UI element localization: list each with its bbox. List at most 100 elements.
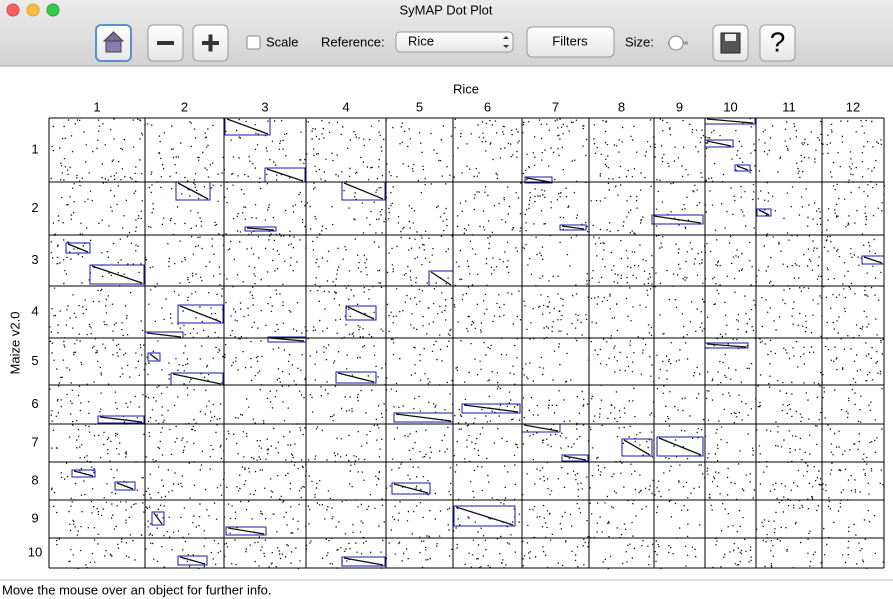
x-chromosome-label: 11 bbox=[782, 99, 796, 114]
synteny-block bbox=[621, 438, 653, 457]
synteny-diagonal bbox=[67, 243, 89, 253]
scale-label: Scale bbox=[266, 34, 299, 49]
synteny-block bbox=[65, 242, 91, 254]
plot-area bbox=[0, 67, 893, 580]
synteny-diagonal bbox=[343, 557, 384, 566]
synteny-diagonal bbox=[246, 227, 275, 231]
y-axis-title: Maize v2.0 bbox=[7, 312, 22, 375]
zoom-button[interactable] bbox=[46, 3, 60, 17]
x-chromosome-label: 6 bbox=[484, 99, 491, 114]
synteny-diagonal bbox=[226, 118, 269, 135]
x-chromosome-label: 3 bbox=[261, 99, 268, 114]
synteny-diagonal bbox=[706, 140, 732, 147]
synteny-diagonal bbox=[758, 209, 770, 216]
synteny-diagonal bbox=[863, 256, 883, 264]
synteny-diagonal bbox=[177, 182, 209, 200]
synteny-block bbox=[147, 352, 161, 362]
synteny-diagonal bbox=[347, 306, 375, 320]
synteny-block bbox=[114, 481, 136, 491]
y-chromosome-label: 3 bbox=[31, 252, 38, 267]
x-chromosome-label: 4 bbox=[342, 99, 349, 114]
zoom-out-button[interactable] bbox=[147, 24, 184, 62]
synteny-diagonal bbox=[179, 556, 206, 565]
synteny-block bbox=[97, 415, 145, 424]
reference-dropdown[interactable] bbox=[395, 31, 514, 53]
synteny-block bbox=[151, 511, 165, 526]
y-chromosome-label: 9 bbox=[31, 510, 38, 525]
scale-checkbox[interactable] bbox=[246, 35, 261, 50]
synteny-block bbox=[335, 371, 377, 384]
synteny-block bbox=[177, 555, 208, 566]
size-label: Size: bbox=[625, 34, 654, 49]
close-button[interactable] bbox=[6, 3, 20, 17]
x-chromosome-label: 2 bbox=[181, 99, 188, 114]
window-title: SyMAP Dot Plot bbox=[400, 2, 493, 17]
synteny-diagonal bbox=[430, 271, 452, 286]
x-chromosome-label: 1 bbox=[93, 99, 100, 114]
synteny-diagonal bbox=[706, 118, 754, 124]
synteny-block bbox=[461, 403, 521, 414]
y-chromosome-label: 1 bbox=[31, 141, 38, 156]
synteny-diagonal bbox=[343, 182, 384, 200]
synteny-block bbox=[71, 469, 96, 478]
synteny-block bbox=[656, 436, 704, 457]
synteny-diagonal bbox=[179, 305, 222, 323]
help-icon[interactable]: ? bbox=[770, 26, 786, 57]
synteny-diagonal bbox=[455, 506, 514, 526]
synteny-block bbox=[177, 304, 224, 324]
synteny-diagonal bbox=[172, 373, 222, 385]
synteny-diagonal bbox=[526, 177, 551, 183]
synteny-block bbox=[225, 526, 267, 536]
synteny-block bbox=[524, 176, 553, 184]
reference-value: Rice bbox=[408, 33, 434, 48]
synteny-block bbox=[734, 164, 751, 172]
y-chromosome-label: 5 bbox=[31, 353, 38, 368]
synteny-block bbox=[89, 264, 145, 285]
y-chromosome-label: 8 bbox=[31, 472, 38, 487]
home-button[interactable] bbox=[95, 24, 132, 62]
synteny-diagonal bbox=[393, 483, 429, 494]
synteny-block bbox=[341, 556, 386, 567]
synteny-diagonal bbox=[706, 343, 747, 348]
synteny-block bbox=[559, 224, 587, 231]
synteny-block bbox=[651, 214, 704, 225]
y-chromosome-label: 2 bbox=[31, 200, 38, 215]
y-chromosome-label: 10 bbox=[28, 544, 42, 559]
status-message: Move the mouse over an object for furthe… bbox=[2, 582, 272, 597]
x-chromosome-label: 7 bbox=[552, 99, 559, 114]
synteny-block bbox=[345, 305, 377, 321]
synteny-diagonal bbox=[149, 353, 159, 361]
synteny-diagonal bbox=[99, 416, 143, 423]
synteny-block bbox=[756, 208, 772, 217]
synteny-diagonal bbox=[623, 439, 651, 456]
reference-label: Reference: bbox=[321, 34, 385, 49]
synteny-diagonal bbox=[523, 424, 559, 432]
y-chromosome-label: 7 bbox=[31, 434, 38, 449]
synteny-diagonal bbox=[653, 215, 702, 224]
zoom-in-button[interactable] bbox=[192, 24, 229, 62]
synteny-diagonal bbox=[266, 168, 304, 182]
size-slider-knob[interactable] bbox=[668, 35, 684, 51]
help-button[interactable] bbox=[759, 24, 796, 62]
x-chromosome-label: 10 bbox=[723, 99, 737, 114]
synteny-diagonal bbox=[227, 527, 265, 535]
synteny-block bbox=[244, 226, 277, 232]
x-chromosome-label: 12 bbox=[846, 99, 860, 114]
x-chromosome-label: 9 bbox=[676, 99, 683, 114]
synteny-diagonal bbox=[91, 265, 143, 284]
synteny-diagonal bbox=[73, 470, 94, 477]
x-chromosome-label: 5 bbox=[416, 99, 423, 114]
y-chromosome-label: 4 bbox=[31, 303, 38, 318]
synteny-diagonal bbox=[563, 455, 587, 461]
minimize-button[interactable] bbox=[26, 3, 40, 17]
synteny-diagonal bbox=[463, 404, 519, 413]
synteny-diagonal bbox=[116, 482, 134, 490]
filters-label[interactable]: Filters bbox=[552, 33, 588, 48]
synteny-diagonal bbox=[146, 332, 182, 338]
synteny-diagonal bbox=[561, 225, 585, 230]
x-axis-title: Rice bbox=[453, 81, 479, 96]
x-chromosome-label: 8 bbox=[618, 99, 625, 114]
filters-button[interactable] bbox=[526, 26, 615, 58]
save-button[interactable] bbox=[712, 24, 749, 62]
